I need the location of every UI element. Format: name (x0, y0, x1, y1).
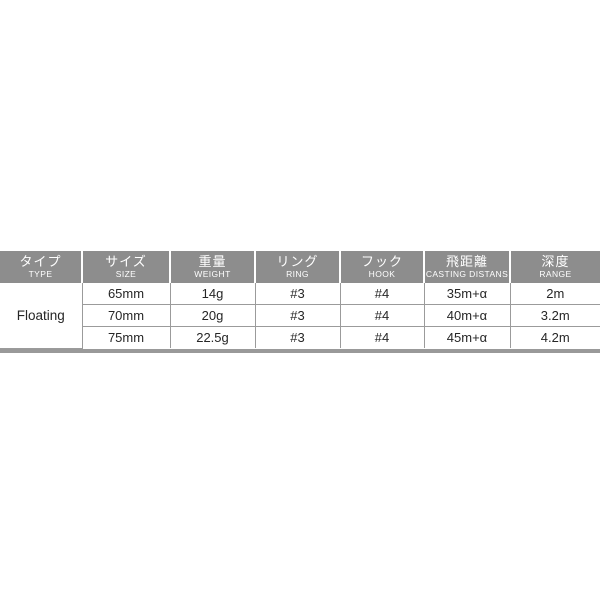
cell-ring: #3 (254, 282, 341, 305)
header-hook-jp: フック (360, 253, 403, 269)
cell-casting-distance: 35m+α (423, 282, 511, 305)
header-casting-jp: 飛距離 (445, 253, 488, 269)
spec-table-body: Floating 65mm 14g #3 #4 35m+α 2m 70mm 20… (0, 282, 600, 349)
cell-size: 75mm (81, 326, 171, 349)
cell-type-floating: Floating (0, 282, 83, 349)
cell-hook: #4 (339, 326, 425, 349)
spec-table-container: タイプ TYPE サイズ SIZE 重量 WEIGHT リング RING (0, 251, 600, 353)
spec-table: タイプ TYPE サイズ SIZE 重量 WEIGHT リング RING (0, 251, 600, 349)
cell-ring: #3 (254, 304, 341, 327)
cell-depth-range: 3.2m (509, 304, 600, 327)
cell-weight: 22.5g (169, 326, 256, 349)
cell-hook: #4 (339, 304, 425, 327)
header-size-jp: サイズ (105, 253, 147, 269)
table-row-65mm: Floating 65mm 14g #3 #4 35m+α 2m (0, 282, 600, 349)
header-cell-type: タイプ TYPE (0, 251, 83, 283)
table-bottom-rule (0, 348, 600, 353)
spec-table-header: タイプ TYPE サイズ SIZE 重量 WEIGHT リング RING (0, 251, 600, 283)
header-depth-jp: 深度 (541, 253, 570, 269)
table-row-70mm: 70mm 20g #3 #4 40m+α 3.2m (0, 304, 600, 327)
header-cell-casting-distance: 飛距離 CASTING DISTANS (424, 251, 511, 283)
header-type-jp: タイプ (19, 253, 62, 269)
header-ring-en: RING (286, 268, 309, 279)
header-cell-hook: フック HOOK (340, 251, 425, 283)
cell-hook: #4 (339, 282, 425, 305)
table-row-75mm: 75mm 22.5g #3 #4 45m+α 4.2m (0, 326, 600, 349)
header-ring-jp: リング (276, 253, 319, 269)
header-row: タイプ TYPE サイズ SIZE 重量 WEIGHT リング RING (0, 251, 600, 283)
header-cell-size: サイズ SIZE (82, 251, 171, 283)
header-size-en: SIZE (115, 268, 137, 279)
header-cell-weight: 重量 WEIGHT (170, 251, 256, 283)
cell-casting-distance: 45m+α (423, 326, 511, 349)
cell-depth-range: 2m (509, 282, 600, 305)
cell-ring: #3 (254, 326, 341, 349)
header-type-en: TYPE (28, 268, 53, 279)
header-weight-en: WEIGHT (194, 268, 231, 279)
header-cell-depth-range: 深度 RANGE (510, 251, 600, 283)
cell-depth-range: 4.2m (509, 326, 600, 349)
header-cell-ring: リング RING (255, 251, 341, 283)
cell-casting-distance: 40m+α (423, 304, 511, 327)
cell-size: 65mm (81, 282, 171, 305)
header-casting-en: CASTING DISTANS (425, 268, 509, 279)
cell-size: 70mm (81, 304, 171, 327)
cell-weight: 14g (169, 282, 256, 305)
header-depth-en: RANGE (539, 268, 572, 279)
header-weight-jp: 重量 (198, 253, 227, 269)
header-hook-en: HOOK (368, 268, 396, 279)
cell-weight: 20g (169, 304, 256, 327)
